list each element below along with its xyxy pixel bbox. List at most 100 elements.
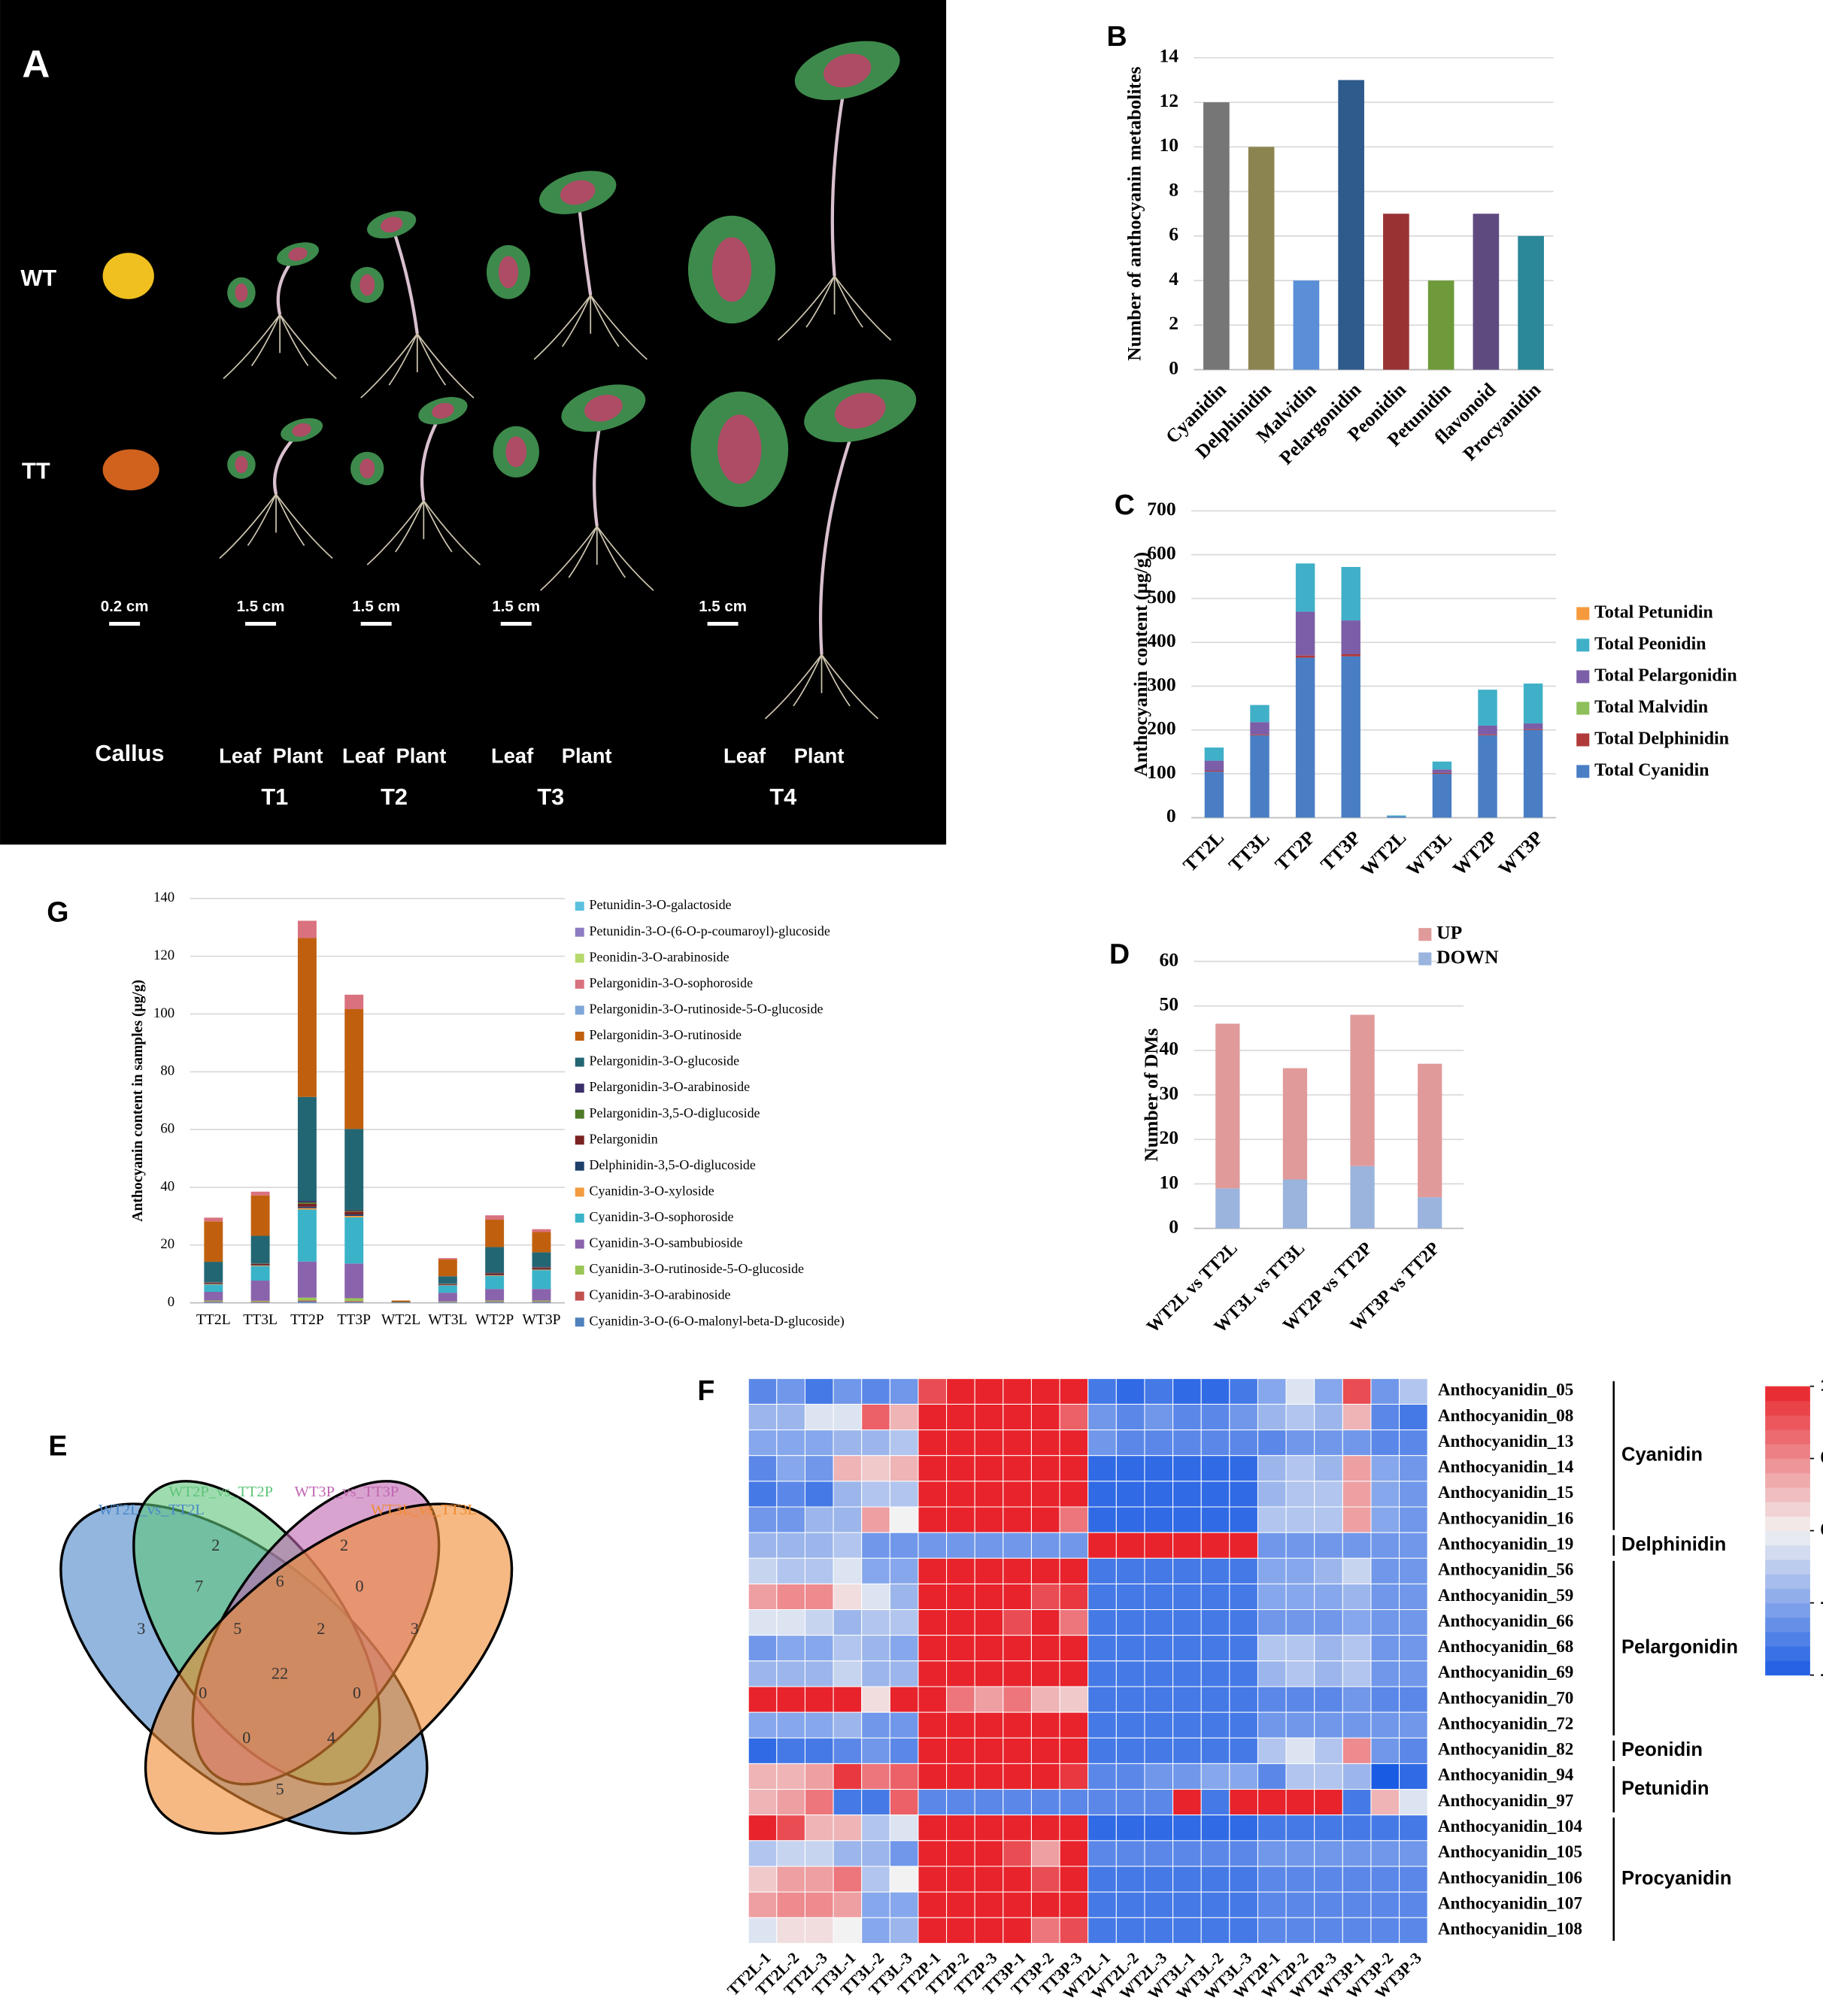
heatmap-cell bbox=[1144, 1660, 1174, 1687]
heatmap-cell bbox=[1059, 1635, 1089, 1662]
y-tick-label: 0 bbox=[1169, 356, 1178, 378]
bar-segment bbox=[250, 1266, 270, 1281]
heatmap-cell bbox=[1257, 1429, 1287, 1457]
heatmap-cell bbox=[1059, 1737, 1089, 1764]
heatmap-cell bbox=[974, 1532, 1004, 1559]
heatmap-cell bbox=[1059, 1763, 1089, 1790]
row-label: Anthocyanidin_72 bbox=[1438, 1713, 1573, 1733]
heatmap-cell bbox=[861, 1660, 890, 1687]
heatmap-cell bbox=[1002, 1789, 1032, 1816]
heatmap-cell bbox=[1314, 1660, 1343, 1687]
y-tick-label: 10 bbox=[1159, 134, 1178, 156]
heatmap-cell bbox=[1370, 1583, 1400, 1611]
heatmap-cell bbox=[1370, 1866, 1400, 1893]
venn-count: 2 bbox=[317, 1619, 325, 1638]
heatmap-cell bbox=[1115, 1609, 1145, 1636]
heatmap-cell bbox=[1399, 1378, 1428, 1405]
heatmap-cell bbox=[861, 1506, 890, 1533]
heatmap-cell bbox=[946, 1763, 975, 1790]
bar-segment bbox=[1204, 772, 1224, 818]
heatmap-cell bbox=[946, 1635, 975, 1662]
heatmap-cell bbox=[1200, 1840, 1230, 1867]
legend-label: Pelargonidin bbox=[590, 1131, 658, 1146]
y-tick-label: 14 bbox=[1159, 45, 1178, 67]
leaf-center bbox=[235, 283, 248, 302]
root bbox=[423, 500, 481, 565]
heatmap-cell bbox=[776, 1840, 805, 1867]
heatmap-cell bbox=[1342, 1532, 1372, 1559]
x-tick-label: TT3L bbox=[1224, 826, 1274, 876]
heatmap-cell bbox=[946, 1814, 975, 1842]
heatmap-cell bbox=[1399, 1429, 1428, 1457]
heatmap-cell bbox=[1059, 1891, 1089, 1918]
legend-label: Pelargonidin-3,5-O-diglucoside bbox=[590, 1105, 760, 1120]
heatmap-cell bbox=[1285, 1557, 1315, 1584]
heatmap-cell bbox=[974, 1583, 1004, 1611]
y-tick-label: 50 bbox=[1159, 993, 1178, 1015]
heatmap-cell bbox=[1257, 1840, 1287, 1867]
heatmap-cell bbox=[776, 1866, 805, 1893]
heatmap-cell bbox=[1144, 1455, 1174, 1482]
heatmap-cell bbox=[1087, 1840, 1117, 1867]
heatmap-cell bbox=[1115, 1532, 1145, 1559]
bar-segment bbox=[532, 1300, 551, 1302]
heatmap-cell bbox=[974, 1481, 1004, 1508]
heatmap-cell bbox=[1087, 1455, 1117, 1482]
bar-segment bbox=[1204, 770, 1224, 772]
leaf-center bbox=[432, 402, 454, 419]
bar-segment bbox=[204, 1292, 223, 1301]
heatmap-cell bbox=[861, 1737, 890, 1764]
heatmap-cell bbox=[1200, 1429, 1230, 1457]
heatmap-cell bbox=[1200, 1737, 1230, 1764]
heatmap-cell bbox=[889, 1917, 919, 1944]
photo-background bbox=[0, 0, 947, 845]
heatmap-cell bbox=[748, 1609, 778, 1636]
heatmap-cell bbox=[1257, 1737, 1287, 1764]
heatmap-cell bbox=[1172, 1660, 1202, 1687]
heatmap-cell bbox=[889, 1506, 919, 1533]
heatmap-cell bbox=[1030, 1660, 1060, 1687]
heatmap-cell bbox=[1115, 1840, 1145, 1867]
heatmap-cell bbox=[1002, 1481, 1032, 1508]
heatmap-cell bbox=[918, 1891, 948, 1918]
leaf-center bbox=[823, 53, 872, 88]
heatmap-cell bbox=[1370, 1403, 1400, 1431]
y-tick-label: 2 bbox=[1169, 312, 1178, 334]
heatmap-cell bbox=[1285, 1455, 1315, 1482]
heatmap-cell bbox=[1342, 1686, 1372, 1713]
heatmap-cell bbox=[1002, 1763, 1032, 1790]
heatmap-cell bbox=[1314, 1583, 1343, 1611]
heatmap-cell bbox=[1172, 1506, 1202, 1533]
bar-segment bbox=[1204, 747, 1224, 761]
heatmap-cell bbox=[1030, 1814, 1060, 1842]
heatmap-cell bbox=[1059, 1840, 1089, 1867]
y-tick-label: 60 bbox=[1159, 948, 1178, 970]
legend-label: Cyanidin-3-O-xyloside bbox=[590, 1183, 714, 1198]
legend-swatch bbox=[575, 1187, 584, 1197]
heatmap-cell bbox=[946, 1506, 975, 1533]
bar-segment bbox=[1418, 1063, 1442, 1198]
heatmap-cell bbox=[1087, 1378, 1117, 1405]
legend-label: Pelargonidin-3-O-rutinoside-5-O-glucosid… bbox=[590, 1002, 824, 1017]
root bbox=[764, 654, 823, 720]
heatmap-cell bbox=[1002, 1737, 1032, 1764]
heatmap-cell bbox=[1314, 1763, 1343, 1790]
heatmap-cell bbox=[861, 1789, 890, 1816]
heatmap-cell bbox=[918, 1840, 948, 1867]
heatmap-cell bbox=[748, 1583, 778, 1611]
bar-segment bbox=[1341, 653, 1360, 656]
heatmap-cell bbox=[1399, 1814, 1428, 1842]
heatmap-cell bbox=[833, 1660, 863, 1687]
heatmap-cell bbox=[1200, 1814, 1230, 1842]
heatmap-cell bbox=[1399, 1789, 1428, 1816]
heatmap-cell bbox=[833, 1583, 863, 1611]
heatmap-cell bbox=[861, 1557, 890, 1584]
x-tick-label: TT3P bbox=[1316, 826, 1365, 875]
heatmap-cell bbox=[804, 1532, 834, 1559]
y-tick-label: 40 bbox=[160, 1178, 174, 1194]
heatmap-cell bbox=[974, 1763, 1004, 1790]
heatmap-cell bbox=[1285, 1891, 1315, 1918]
bar-segment bbox=[250, 1300, 270, 1302]
heatmap-cell bbox=[1059, 1866, 1089, 1893]
heatmap-cell bbox=[889, 1866, 919, 1893]
